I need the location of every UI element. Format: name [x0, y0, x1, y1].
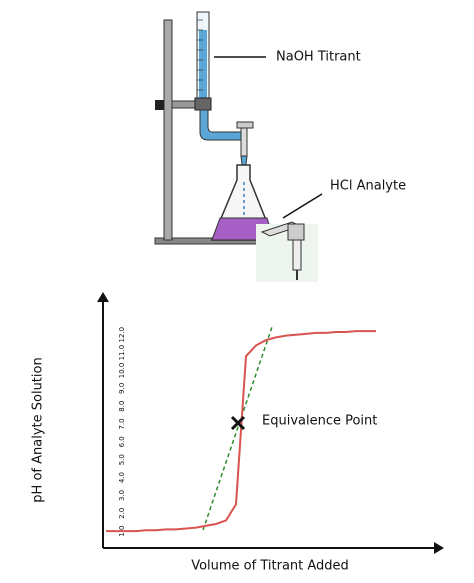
y-axis-arrow [97, 292, 109, 302]
x-axis-label: Volume of Titrant Added [191, 559, 349, 574]
y-tick-label: 2.0 [118, 508, 126, 519]
stopcock-body [240, 127, 248, 157]
analyte-label: HCl Analyte [330, 179, 406, 194]
clamp-knob [155, 100, 164, 110]
graduations [197, 19, 203, 91]
curve [106, 330, 376, 533]
tangent-line [202, 326, 273, 531]
y-axis-label: pH of Analyte Solution [31, 357, 46, 502]
annotation: Equivalence Point [262, 414, 377, 429]
titration-curve-chart: Volume of Titrant Added pH of Analyte So… [31, 292, 444, 574]
y-tick-label: 5.0 [118, 454, 126, 465]
y-tick-label: 9.0 [118, 383, 126, 394]
analyte-pointer [282, 193, 323, 219]
delivery-tube [199, 109, 243, 141]
y-tick-label: 11.0 [118, 345, 126, 361]
y-tick-label: 8.0 [118, 401, 126, 412]
y-tick-label: 4.0 [118, 472, 126, 483]
x-axis-arrow [434, 542, 444, 554]
probe-body [292, 239, 302, 271]
stopcock [236, 121, 254, 129]
titration-apparatus: NaOH Titrant HCl Analyte [154, 11, 406, 282]
stand-rod [163, 19, 173, 241]
y-tick-label: 12.0 [118, 327, 126, 343]
y-tick-label: 7.0 [118, 418, 126, 429]
y-tick-label: 6.0 [118, 436, 126, 447]
probe-head [287, 223, 305, 241]
titrant-label: NaOH Titrant [276, 50, 361, 65]
y-tick-label: 10.0 [118, 363, 126, 379]
burette-clamp [194, 97, 212, 111]
y-tick-label: 3.0 [118, 490, 126, 501]
equivalence-marker [230, 415, 246, 431]
